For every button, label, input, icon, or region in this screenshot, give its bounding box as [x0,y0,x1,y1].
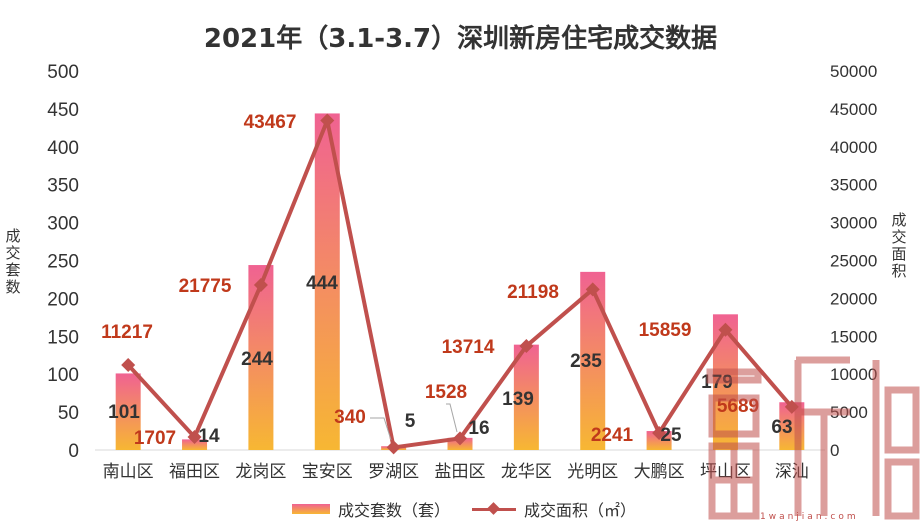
line-point [453,431,467,446]
line-point [386,440,401,455]
line-value-label: 1707 [134,428,176,449]
y-right-tick-label: 40000 [830,138,877,157]
bar-value-label: 244 [241,349,273,370]
legend-item-line: 成交面积（㎡） [472,497,636,521]
y-left-tick-label: 250 [47,252,79,273]
line-point [253,277,268,292]
bar [580,271,606,450]
bar [646,431,672,450]
y-left-tick-label: 400 [47,138,79,159]
bar-value-label: 14 [198,426,220,447]
bar-value-label: 25 [660,425,682,446]
bar-value-label: 101 [108,402,140,423]
line-value-label: 13714 [442,337,495,358]
leader-line [446,403,458,433]
x-tick-label: 南山区 [103,462,154,482]
legend-item-bars: 成交套数（套） [292,497,450,521]
y-right-tick-label: 15000 [830,327,877,346]
watermark-text: 1wanjian.com [760,512,859,522]
legend-label-line: 成交面积（㎡） [524,501,637,520]
y-left-tick-label: 50 [58,403,79,424]
watermark-logo [706,356,920,520]
x-tick-label: 龙岗区 [235,462,286,482]
y-right-tick-label: 0 [830,441,839,460]
line-value-label: 43467 [244,112,297,133]
line-value-label: 21775 [179,276,232,297]
x-tick-label: 罗湖区 [368,462,419,482]
bar-value-label: 235 [570,351,602,372]
y-right-tick-label: 10000 [830,365,877,384]
y-left-tick-label: 150 [47,327,79,348]
line-point [121,357,136,372]
y-left-tick-label: 300 [47,214,79,235]
y-right-tick-label: 20000 [830,289,877,308]
y-right-tick-label: 30000 [830,214,877,233]
bar-value-label: 16 [468,418,489,439]
line-point [187,430,202,445]
x-tick-label: 龙华区 [501,462,552,482]
line-value-label: 21198 [507,282,559,303]
chart-title: 2021年（3.1-3.7）深圳新房住宅成交数据 [203,24,718,54]
bar [115,373,141,450]
line-point [585,282,600,297]
y-right-tick-label: 25000 [830,252,877,271]
y-left-tick-label: 500 [47,62,79,83]
y-left-tick-label: 350 [47,176,79,197]
bar [248,265,274,450]
x-tick-label: 光明区 [567,462,618,482]
x-tick-label: 宝安区 [302,462,353,482]
y-axis-right-title: 成交面积 [891,211,907,280]
x-tick-label: 大鹏区 [634,462,685,482]
bar-value-label: 139 [502,389,534,410]
x-tick-label: 盐田区 [435,462,486,482]
line-value-label: 11217 [101,322,153,343]
legend-label-bars: 成交套数（套） [338,501,451,520]
y-left-tick-label: 200 [47,289,79,310]
legend-bar-swatch [292,504,330,514]
y-right-tick-label: 35000 [830,176,877,195]
bar [513,344,539,450]
legend-line-swatch [472,502,517,515]
legend: 成交套数（套） 成交面积（㎡） [292,497,658,521]
bar-value-label: 444 [306,273,338,294]
line-point [519,339,534,354]
leader-line [370,417,392,441]
y-left-tick-label: 100 [47,365,79,386]
y-left-tick-label: 450 [47,100,79,121]
bar-value-label: 63 [771,417,792,438]
y-axis-left-title: 成交套数 [5,227,21,296]
line-point [320,113,335,128]
y-left-tick-label: 0 [68,441,79,462]
y-right-tick-label: 50000 [830,62,877,81]
line-value-label: 2241 [591,425,634,446]
line-point [652,426,667,441]
bar [182,439,208,450]
line-value-label: 1528 [425,382,467,403]
line-point [718,322,733,337]
y-right-tick-label: 45000 [830,100,877,119]
line-value-label: 340 [334,407,366,428]
bar-value-label: 5 [405,411,416,432]
line-value-label: 15859 [639,320,692,341]
x-tick-label: 福田区 [169,462,220,482]
